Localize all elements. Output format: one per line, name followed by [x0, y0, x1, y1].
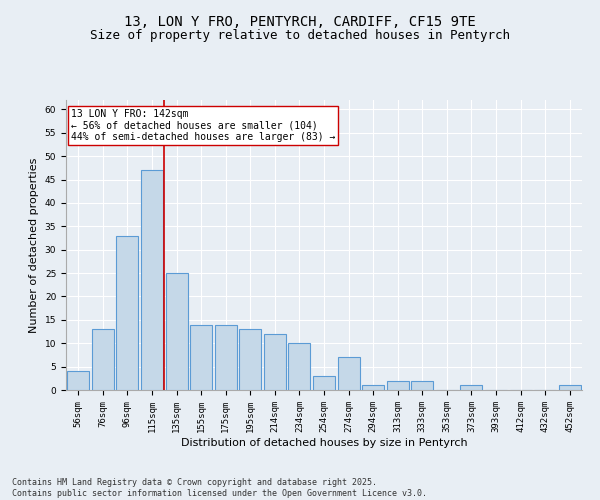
Bar [116, 236, 139, 390]
Bar [141, 170, 163, 390]
Text: 13 LON Y FRO: 142sqm
← 56% of detached houses are smaller (104)
44% of semi-deta: 13 LON Y FRO: 142sqm ← 56% of detached h… [71, 108, 335, 142]
Text: Size of property relative to detached houses in Pentyrch: Size of property relative to detached ho… [90, 30, 510, 43]
Bar [92, 329, 114, 390]
Bar [215, 324, 237, 390]
Bar [190, 324, 212, 390]
Bar [67, 372, 89, 390]
Bar [559, 386, 581, 390]
Bar [460, 386, 482, 390]
Bar [239, 329, 262, 390]
X-axis label: Distribution of detached houses by size in Pentyrch: Distribution of detached houses by size … [181, 438, 467, 448]
Bar [338, 358, 359, 390]
Text: 13, LON Y FRO, PENTYRCH, CARDIFF, CF15 9TE: 13, LON Y FRO, PENTYRCH, CARDIFF, CF15 9… [124, 16, 476, 30]
Bar [411, 380, 433, 390]
Bar [289, 343, 310, 390]
Text: Contains HM Land Registry data © Crown copyright and database right 2025.
Contai: Contains HM Land Registry data © Crown c… [12, 478, 427, 498]
Bar [166, 273, 188, 390]
Bar [264, 334, 286, 390]
Bar [386, 380, 409, 390]
Bar [362, 386, 384, 390]
Bar [313, 376, 335, 390]
Y-axis label: Number of detached properties: Number of detached properties [29, 158, 39, 332]
